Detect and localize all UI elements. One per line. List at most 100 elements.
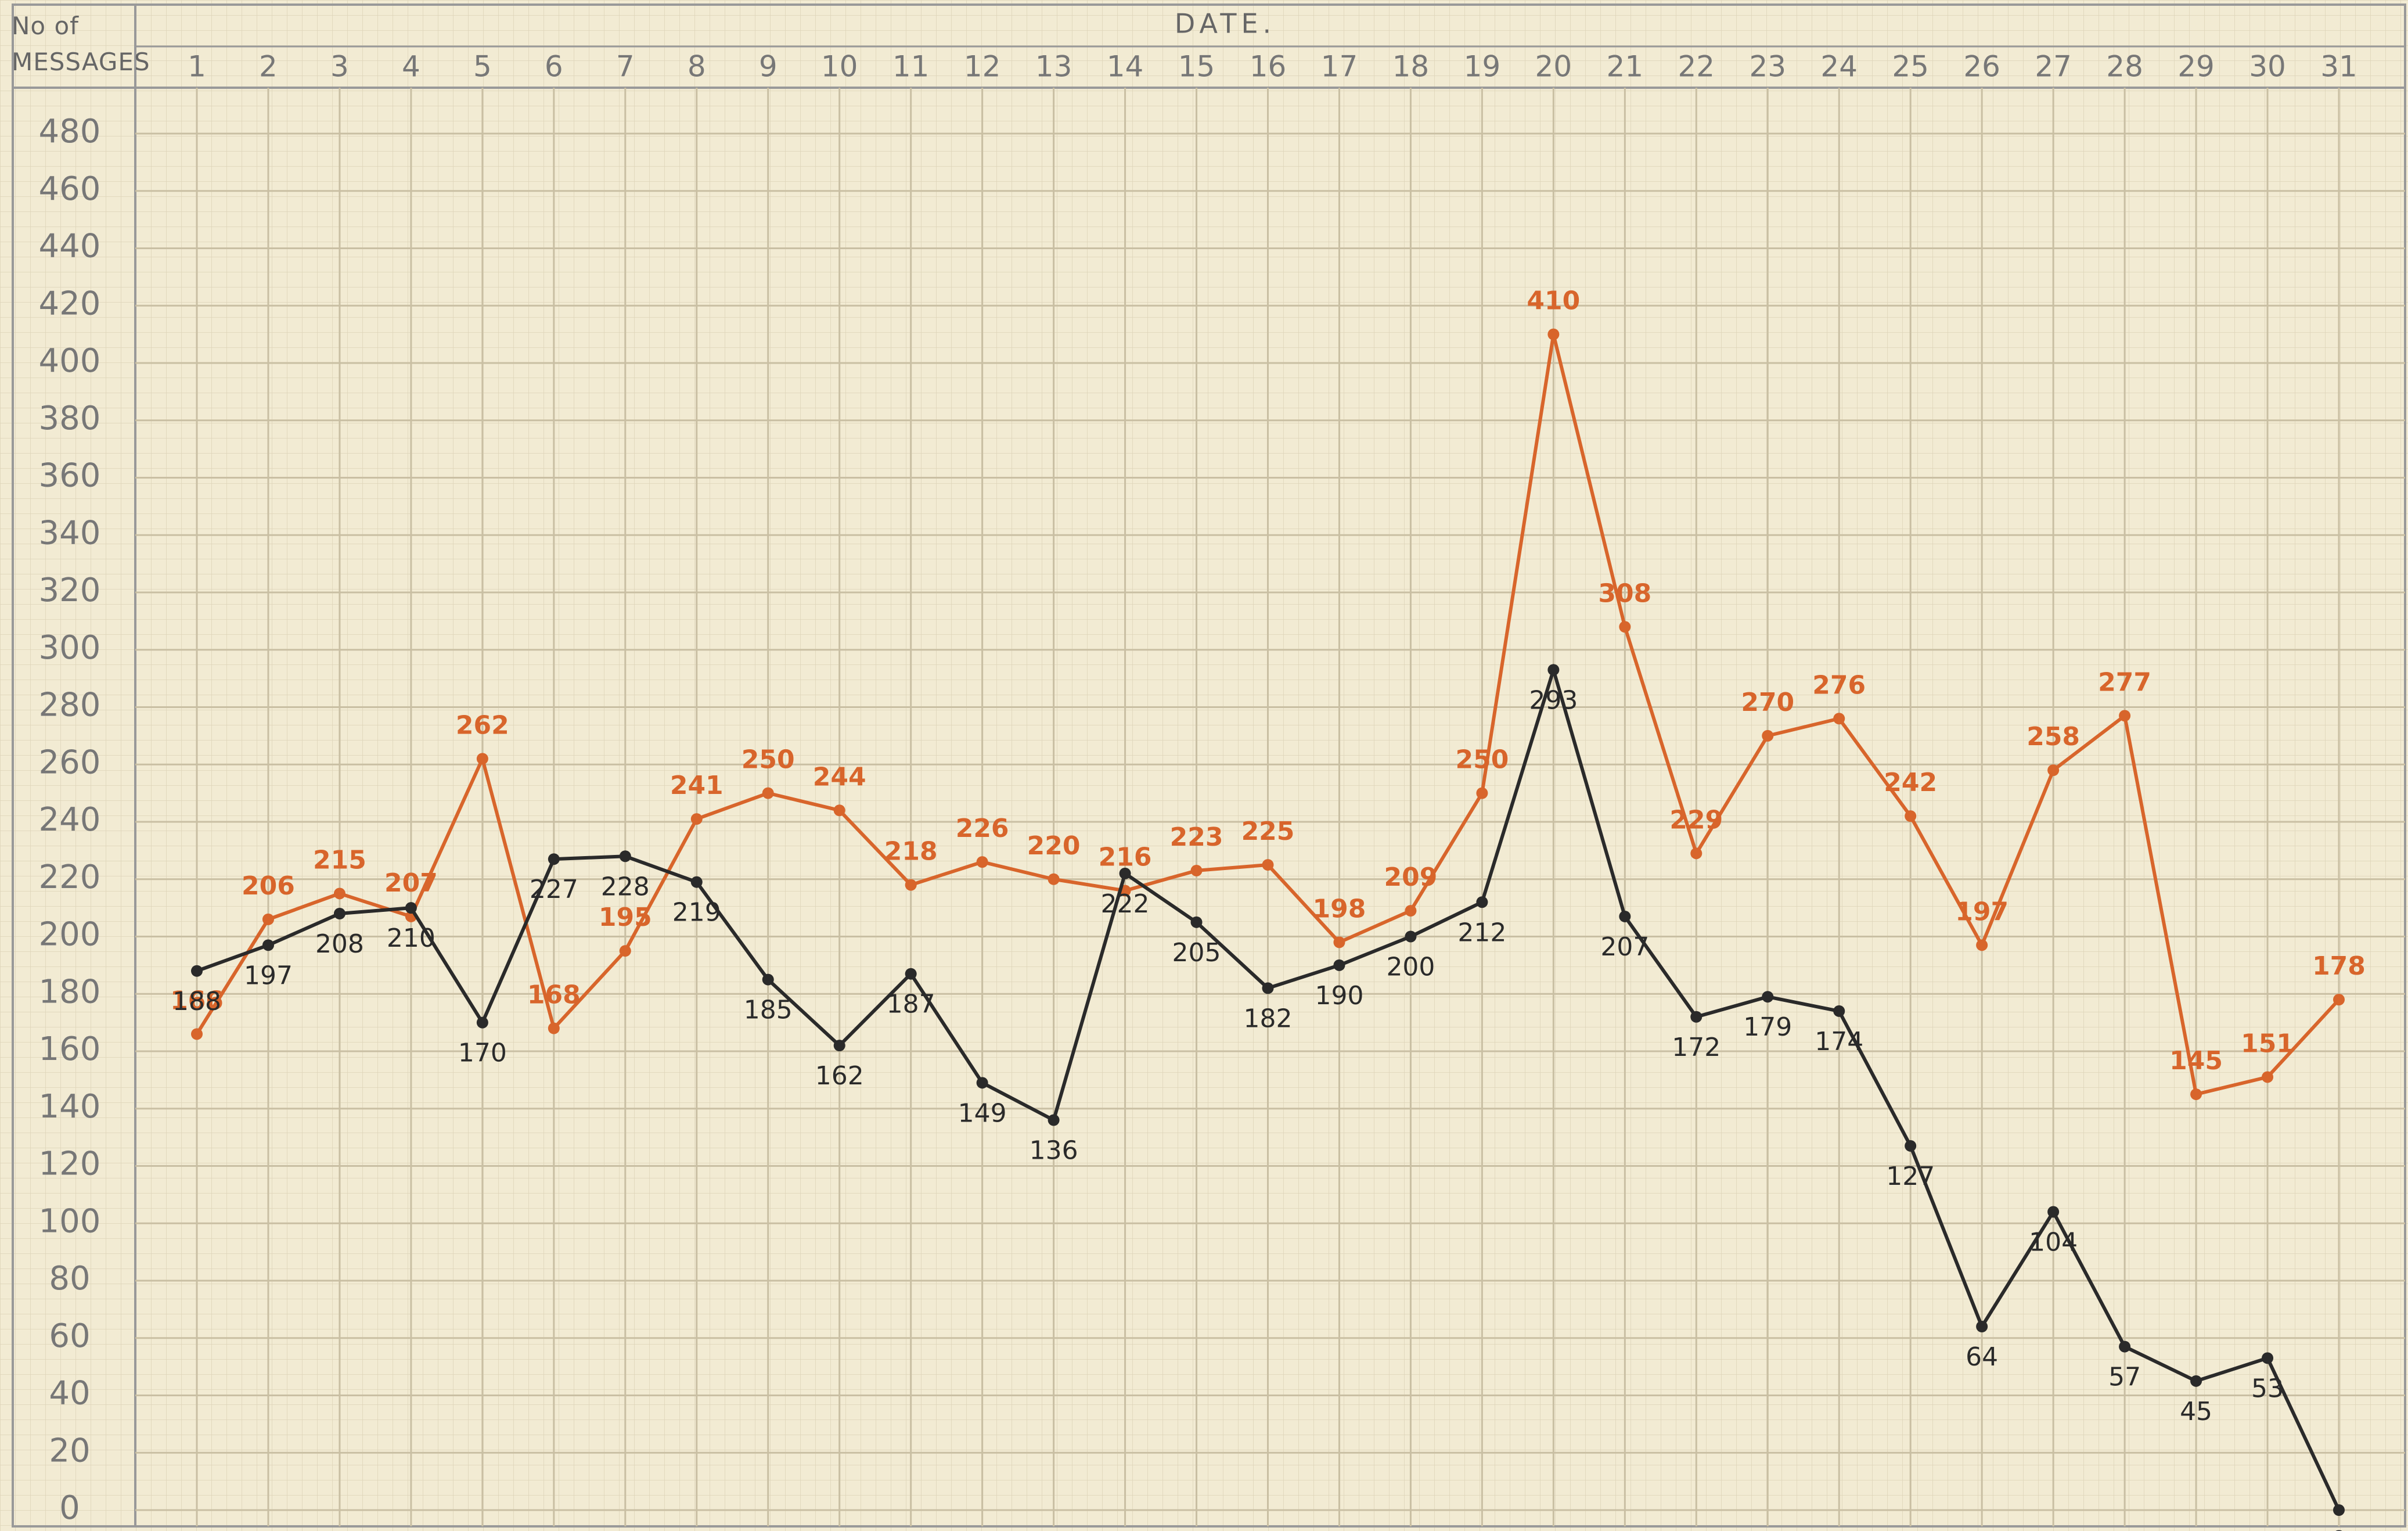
point [2119,1341,2130,1353]
value-label: 162 [815,1061,864,1091]
value-label: 197 [244,961,293,990]
x-tick-label: 28 [2106,50,2143,84]
value-label: 209 [1384,862,1438,892]
point [691,876,703,888]
value-label: 244 [813,762,866,792]
x-tick-label: 15 [1178,50,1215,84]
value-label: 258 [2027,722,2080,752]
value-label: 208 [315,929,364,959]
x-tick-label: 20 [1535,50,1572,84]
point [1120,868,1131,879]
x-tick-label: 26 [1963,50,2000,84]
point [1762,730,1773,742]
point [1262,859,1274,871]
y-tick-label: 0 [59,1489,80,1527]
x-tick-label: 6 [545,50,563,84]
x-tick-label: 5 [473,50,492,84]
y-tick-label: 140 [39,1088,101,1126]
point [2047,1206,2059,1218]
x-axis-label: DATE. [1175,8,1276,39]
point [2190,1088,2202,1100]
value-label: 200 [1386,953,1435,982]
y-tick-label: 20 [49,1432,90,1469]
value-label: 45 [2180,1397,2212,1426]
value-label: 174 [1815,1027,1863,1056]
x-tick-label: 8 [688,50,706,84]
point [834,804,845,816]
value-label: 182 [1244,1004,1293,1033]
x-tick-label: 10 [821,50,858,84]
point [1048,874,1060,885]
value-label: 205 [1172,938,1221,968]
x-tick-label: 23 [1749,50,1786,84]
point [2262,1352,2273,1364]
x-tick-label: 13 [1035,50,1072,84]
point [834,1040,845,1051]
y-tick-label: 100 [39,1202,101,1240]
point [2047,764,2059,776]
x-tick-label: 29 [2177,50,2215,84]
page: {"chart_data": {"type": "line", "x_label… [0,0,2408,1531]
value-label: 308 [1598,578,1651,608]
y-tick-label: 460 [39,170,101,208]
value-label: 207 [1600,932,1649,962]
value-label: 276 [1812,670,1866,700]
value-label: 220 [1027,831,1081,861]
y-tick-label: 240 [39,801,101,839]
x-tick-label: 16 [1250,50,1287,84]
point [405,902,417,914]
value-label: 210 [387,923,435,953]
x-tick-label: 22 [1678,50,1715,84]
point [1547,329,1559,340]
point [191,965,203,977]
y-tick-label: 180 [39,973,101,1011]
x-tick-label: 2 [259,50,278,84]
x-tick-label: 19 [1464,50,1501,84]
point [262,914,274,925]
value-label: 241 [670,771,724,800]
y-tick-label: 380 [39,400,101,437]
value-label: 64 [1966,1342,1998,1372]
y-tick-label: 360 [39,457,101,495]
x-tick-label: 11 [892,50,930,84]
y-tick-label: 60 [49,1317,90,1355]
value-label: 185 [744,995,793,1025]
point [334,908,345,919]
value-label: 270 [1741,688,1794,717]
point [1833,713,1845,724]
value-label: 222 [1101,889,1150,919]
y-tick-label: 440 [39,228,101,265]
y-tick-label: 260 [39,743,101,781]
y-axis-label: No of MESSAGES [12,8,128,80]
value-label: 293 [1529,685,1578,715]
value-label: 179 [1743,1012,1792,1042]
point [1690,847,1702,859]
x-tick-label: 21 [1607,50,1644,84]
x-tick-label: 14 [1107,50,1144,84]
value-label: 57 [2108,1363,2141,1392]
x-tick-label: 12 [964,50,1001,84]
y-tick-label: 300 [39,629,101,667]
point [2262,1071,2273,1083]
point [1905,810,1916,822]
point [1762,991,1773,1002]
y-tick-label: 160 [39,1030,101,1068]
y-tick-label: 80 [49,1260,90,1298]
point [1833,1005,1845,1017]
point [2333,994,2345,1005]
value-label: 262 [456,710,509,740]
point [1405,905,1416,917]
point [1333,936,1345,948]
point [1405,931,1416,943]
point [477,753,488,764]
point [1262,982,1274,994]
x-tick-label: 1 [188,50,206,84]
point [1976,1321,1988,1332]
point [1905,1140,1916,1152]
value-label: 250 [1455,745,1509,775]
value-label: 149 [958,1098,1007,1128]
point [762,788,774,799]
value-label: 215 [313,845,366,875]
value-label: 136 [1030,1136,1078,1166]
point [1690,1011,1702,1023]
